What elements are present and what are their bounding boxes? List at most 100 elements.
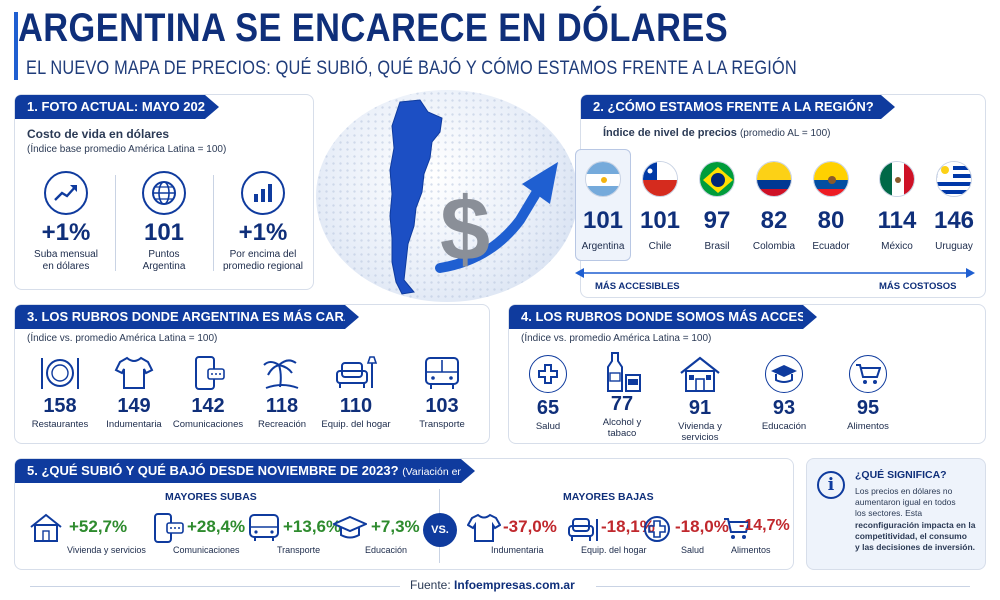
house-icon bbox=[680, 356, 720, 392]
downs-title: MAYORES BAJAS bbox=[563, 491, 654, 503]
rubro-alcohol-tabaco: 77 Alcohol y tabaco bbox=[583, 351, 661, 439]
section-mas-cara: 3. LOS RUBROS DONDE ARGENTINA ES MÁS CAR… bbox=[14, 304, 490, 444]
section-1-note: (Índice base promedio América Latina = 1… bbox=[27, 144, 227, 155]
change-value: +28,4% bbox=[187, 517, 246, 536]
vs-badge: VS. bbox=[423, 513, 457, 547]
change-value: +52,7% bbox=[69, 517, 128, 536]
stat-value: +1% bbox=[238, 219, 288, 246]
flag-ecuador-icon bbox=[813, 161, 849, 197]
country-name: México bbox=[881, 241, 913, 252]
stat-monthly-rise: +1% Suba mensual en dólares bbox=[21, 171, 111, 273]
rubro-label: Alimentos bbox=[847, 421, 889, 432]
ups-title: MAYORES SUBAS bbox=[165, 491, 257, 503]
rubro-value: 95 bbox=[856, 397, 880, 419]
page-title: ARGENTINA SE ENCARECE EN DÓLARES bbox=[18, 6, 729, 50]
country-name: Uruguay bbox=[935, 241, 973, 252]
change-label: Equip. del hogar bbox=[581, 545, 647, 555]
stat-above-regional: +1% Por encima del promedio regional bbox=[217, 171, 309, 273]
svg-text:$: $ bbox=[440, 180, 490, 280]
rubro-salud: 65 Salud bbox=[509, 355, 587, 432]
rubro-label: Equip. del hogar bbox=[321, 419, 391, 430]
section-4-heading: 4. LOS RUBROS DONDE SOMOS MÁS ACCESIBLES bbox=[509, 305, 844, 329]
rubro-value: 103 bbox=[425, 395, 459, 417]
bus-icon bbox=[249, 514, 279, 541]
source-link[interactable]: Infoempresas.com.ar bbox=[454, 578, 575, 592]
range-left-label: MÁS ACCESIBLES bbox=[595, 281, 680, 292]
stat-points: 101 Puntos Argentina bbox=[119, 171, 209, 273]
flag-chile-icon bbox=[642, 161, 678, 197]
stat-label: Argentina bbox=[142, 261, 186, 272]
stat-value: +1% bbox=[41, 219, 91, 246]
cart-icon bbox=[849, 355, 887, 393]
country-value: 146 bbox=[933, 207, 975, 234]
graduation-cap-icon bbox=[333, 515, 367, 539]
rubro-label: Transporte bbox=[419, 419, 465, 430]
rubro-label: Restaurantes bbox=[31, 419, 89, 430]
stat-label: Por encima del bbox=[229, 249, 297, 260]
rubro-educacion: 93 Educación bbox=[745, 355, 823, 432]
bus-icon bbox=[425, 357, 459, 389]
flag-uruguay-icon bbox=[936, 161, 972, 197]
dollar-arrow-icon: $ bbox=[435, 162, 558, 280]
section-5-heading: 5. ¿QUÉ SUBIÓ Y QUÉ BAJÓ DESDE NOVIEMBRE… bbox=[15, 459, 504, 483]
footer-source: Fuente: Infoempresas.com.ar bbox=[410, 578, 575, 592]
section-3-note: (Índice vs. promedio América Latina = 10… bbox=[27, 333, 218, 344]
section-3-heading: 3. LOS RUBROS DONDE ARGENTINA ES MÁS CAR… bbox=[15, 305, 359, 329]
phone-icon bbox=[195, 356, 225, 390]
page-subtitle: EL NUEVO MAPA DE PRECIOS: QUÉ SUBIÓ, QUÉ… bbox=[26, 58, 797, 79]
section-mas-accesibles: 4. LOS RUBROS DONDE SOMOS MÁS ACCESIBLES… bbox=[508, 304, 986, 444]
change-label: Salud bbox=[681, 545, 705, 555]
rubro-label: Vivienda y bbox=[678, 421, 722, 432]
rubro-alimentos: 95 Alimentos bbox=[829, 355, 907, 432]
footer-line-left bbox=[30, 586, 400, 587]
house-icon bbox=[30, 513, 62, 542]
section-1-label: Costo de vida en dólares bbox=[27, 127, 170, 141]
graduation-cap-icon bbox=[765, 355, 803, 393]
rubro-value: 158 bbox=[43, 395, 77, 417]
palm-icon bbox=[263, 359, 299, 389]
country-name: Ecuador bbox=[812, 241, 850, 252]
rubro-comunicaciones: 142 Comunicaciones bbox=[169, 355, 247, 430]
rubro-transporte: 103 Transporte bbox=[403, 355, 481, 430]
rubro-value: 110 bbox=[339, 395, 373, 417]
country-value: 114 bbox=[877, 207, 917, 234]
info-text: Los precios en dólares no bbox=[855, 486, 953, 496]
range-right-label: MÁS COSTOSOS bbox=[879, 281, 957, 292]
footer-line-right bbox=[596, 586, 970, 587]
info-text: aumentaron igual en todos bbox=[855, 497, 956, 507]
country-name: Argentina bbox=[581, 241, 625, 252]
rubro-indumentaria: 149 Indumentaria bbox=[95, 355, 173, 430]
country-name: Chile bbox=[648, 241, 672, 252]
change-value: +7,3% bbox=[371, 517, 420, 536]
country-value: 101 bbox=[639, 207, 681, 234]
stat-label: Suba mensual bbox=[34, 249, 98, 260]
change-label: Vivienda y servicios bbox=[67, 545, 146, 555]
flag-brazil-icon bbox=[699, 161, 735, 197]
rubro-value: 77 bbox=[610, 393, 634, 415]
country-value: 80 bbox=[817, 207, 845, 234]
argentina-map-icon bbox=[389, 99, 443, 295]
phone-icon bbox=[154, 513, 184, 543]
change-label: Transporte bbox=[277, 545, 321, 555]
globe-icon bbox=[142, 171, 186, 215]
stat-label: en dólares bbox=[42, 261, 90, 272]
range-arrow bbox=[575, 268, 975, 278]
section-variacion: 5. ¿QUÉ SUBIÓ Y QUÉ BAJÓ DESDE NOVIEMBRE… bbox=[14, 458, 794, 570]
info-text-bold: competitividad, el consumo bbox=[855, 531, 967, 541]
info-text: los sectores. Esta bbox=[855, 508, 923, 518]
rubro-label: Comunicaciones bbox=[172, 419, 244, 430]
rubro-label: Indumentaria bbox=[106, 419, 162, 430]
rubro-value: 65 bbox=[536, 397, 560, 419]
section-2-heading: 2. ¿CÓMO ESTAMOS FRENTE A LA REGIÓN? bbox=[581, 95, 895, 119]
change-label: Alimentos bbox=[731, 545, 771, 555]
trend-up-icon bbox=[44, 171, 88, 215]
flag-mexico-icon bbox=[879, 161, 915, 197]
section-4-note: (Índice vs. promedio América Latina = 10… bbox=[521, 333, 712, 344]
section-2-note: Índice de nivel de precios (promedio AL … bbox=[603, 127, 831, 139]
country-name: Colombia bbox=[752, 241, 796, 252]
plate-cutlery-icon bbox=[41, 358, 79, 389]
rubro-label: Educación bbox=[761, 421, 807, 432]
country-value: 97 bbox=[703, 207, 731, 234]
shirt-icon bbox=[467, 513, 501, 542]
country-name: Brasil bbox=[704, 241, 730, 252]
